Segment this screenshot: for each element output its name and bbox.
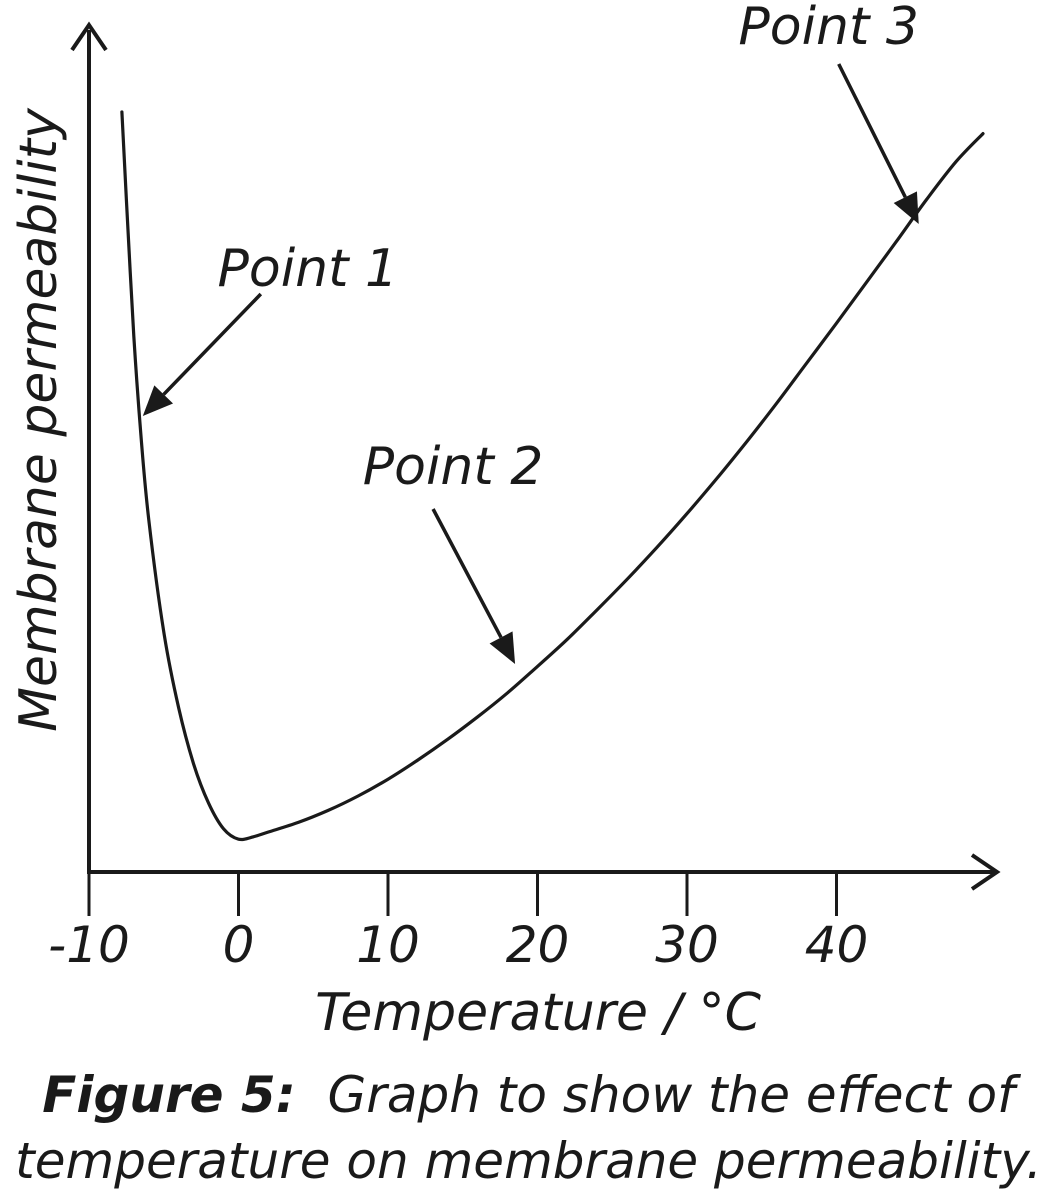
x-tick-label: 20 [506,916,570,974]
arrowhead-icon [893,191,919,224]
x-tick-label: -10 [48,916,130,974]
caption-line-2: temperature on membrane permeability. [15,1132,1042,1190]
arrowhead-icon [142,385,174,416]
x-axis-label: Temperature / °C [315,983,762,1043]
annotation-point-1: Point 1 [142,239,399,416]
annotation-point-3: Point 3 [738,0,919,224]
x-tick-label: 10 [356,916,420,974]
permeability-curve [120,110,985,842]
caption-line-1: Figure 5: Graph to show the effect of [0,1062,1057,1128]
annotation-label: Point 1 [218,239,399,299]
x-tick-label: 40 [805,916,869,974]
y-axis-arrow-icon [70,21,108,52]
caption-text-1: Graph to show the effect of [327,1066,1015,1124]
x-axis-arrow-icon [970,853,1001,891]
y-axis-label: Membrane permeability [9,107,69,732]
annotation-point-2: Point 2 [363,437,544,664]
x-tick-label: 0 [223,916,255,974]
arrow-line [162,292,263,396]
figure-caption: Figure 5: Graph to show the effect of te… [0,1062,1057,1194]
annotation-label: Point 3 [738,0,919,57]
x-ticks [87,872,838,916]
arrow-line [431,508,503,639]
arrow-line [837,63,907,198]
annotations: Point 1 Point 2 Point 3 [142,0,919,664]
annotation-label: Point 2 [363,437,544,497]
figure-number: Figure 5: [42,1066,296,1124]
x-tick-label: 30 [655,916,719,974]
chart: -10 0 10 20 30 40 Point 1 Point 2 Point 3 Tempe… [9,0,1001,1043]
arrowhead-icon [489,631,516,664]
x-tick-labels: -10 0 10 20 30 40 [48,916,868,974]
